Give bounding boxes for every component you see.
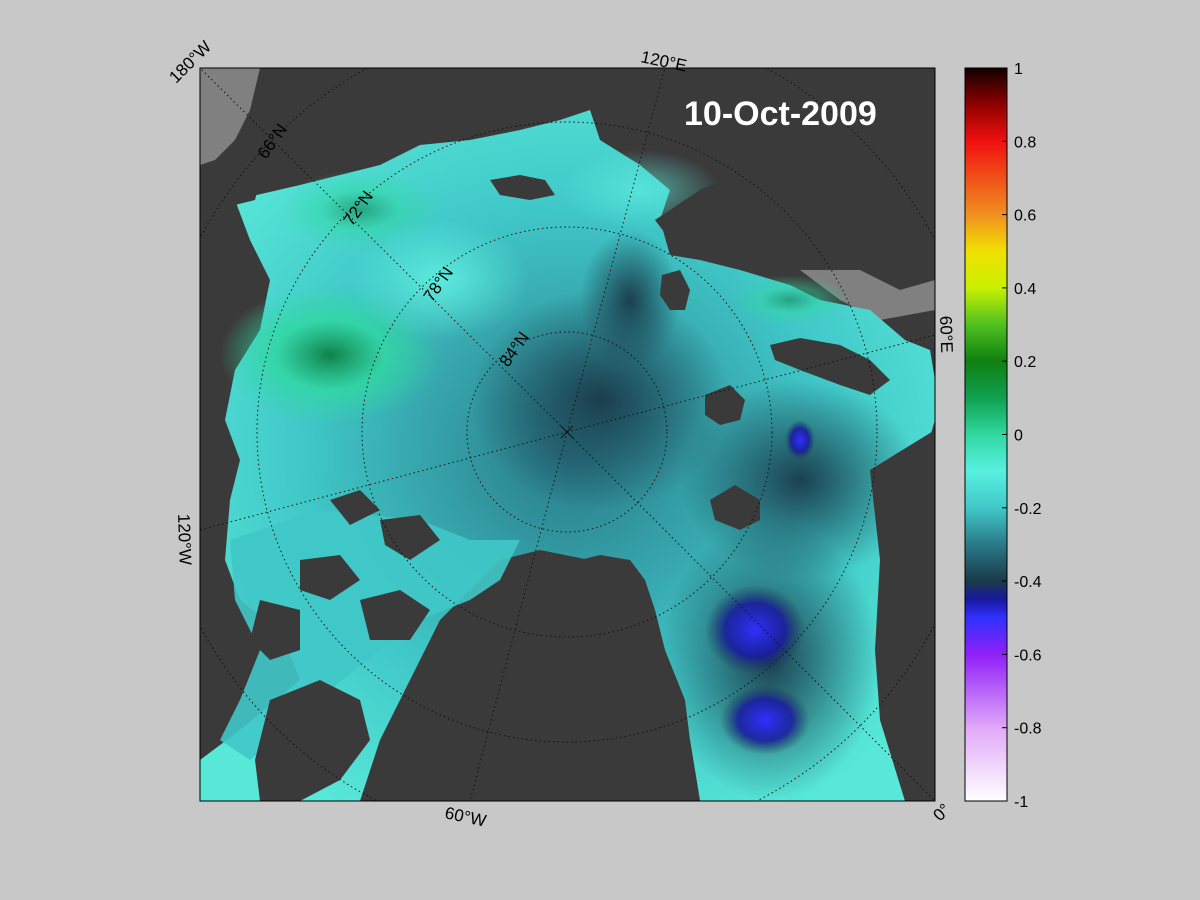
- strong-negative-anomaly-region: [705, 585, 805, 675]
- strong-negative-anomaly-region: [785, 420, 815, 460]
- colorbar-tick-label: 0.6: [1014, 208, 1036, 225]
- strong-negative-anomaly-region: [720, 685, 810, 755]
- longitude-label-60w: 60°W: [443, 803, 488, 830]
- meridian-line: [200, 68, 568, 433]
- scandinavia-landmass: [870, 430, 935, 801]
- severnaya-landmass: [660, 270, 690, 310]
- wrangel-landmass: [490, 175, 555, 200]
- longitude-label-0: 0°: [929, 800, 954, 825]
- colorbar-tick-label: 0.4: [1014, 281, 1036, 298]
- latitude-circle-78: [361, 226, 773, 638]
- colorbar-ticks: 1 0.8 0.6 0.4 0.2 0 -0.2 -0.4 -0.6 -0.8 -1: [1002, 61, 1042, 811]
- colorbar-tick-label: -0.4: [1014, 574, 1042, 591]
- north-pole-marker: [560, 425, 574, 439]
- date-label: 10-Oct-2009: [684, 95, 877, 133]
- colorbar-tick-label: 0: [1014, 428, 1023, 445]
- colorbar-tick-label: -0.8: [1014, 721, 1042, 738]
- baffin-landmass: [255, 680, 370, 801]
- longitude-label-120w: 120°W: [174, 513, 195, 565]
- colorbar: 1 0.8 0.6 0.4 0.2 0 -0.2 -0.4 -0.6 -0.8 -1: [964, 61, 1042, 811]
- negative-anomaly-region: [580, 230, 680, 370]
- colorbar-tick-label: -0.2: [1014, 501, 1042, 518]
- meridian-line: [566, 334, 935, 433]
- missing-data-region: [800, 270, 935, 320]
- cyan-region: [350, 220, 530, 340]
- svalbard-landmass: [705, 385, 745, 425]
- map-frame: [199, 67, 936, 802]
- meridian-line: [469, 431, 568, 801]
- latitude-circle-72: [256, 121, 878, 743]
- alaska-landmass: [200, 160, 260, 210]
- meridian-line: [566, 431, 935, 801]
- colorbar-tick-label: -0.6: [1014, 647, 1042, 664]
- colorbar-tick-label: 1: [1014, 61, 1023, 78]
- colorbar-tick-label: 0.8: [1014, 134, 1036, 151]
- latitude-circle-84: [466, 331, 668, 533]
- novaya-zemlya-landmass: [710, 485, 760, 530]
- siberian-coast-landmass: [655, 160, 935, 280]
- meridian-line: [200, 431, 568, 531]
- graticule: [200, 68, 935, 801]
- longitude-label-60e: 60°E: [936, 315, 956, 353]
- franz-josef-landmass: [770, 338, 890, 395]
- map-panel: 66°N 72°N 78°N 84°N 10-Oct-2009: [200, 68, 935, 801]
- arctic-archipelago-landmass: [250, 490, 440, 660]
- greenland-landmass: [460, 555, 700, 801]
- positive-anomaly-region: [730, 275, 850, 325]
- colorbar-tick-label: -1: [1014, 794, 1028, 811]
- missing-data-region: [200, 68, 260, 165]
- colorbar-bar: [964, 67, 1008, 802]
- colorbar-tick-label: 0.2: [1014, 354, 1036, 371]
